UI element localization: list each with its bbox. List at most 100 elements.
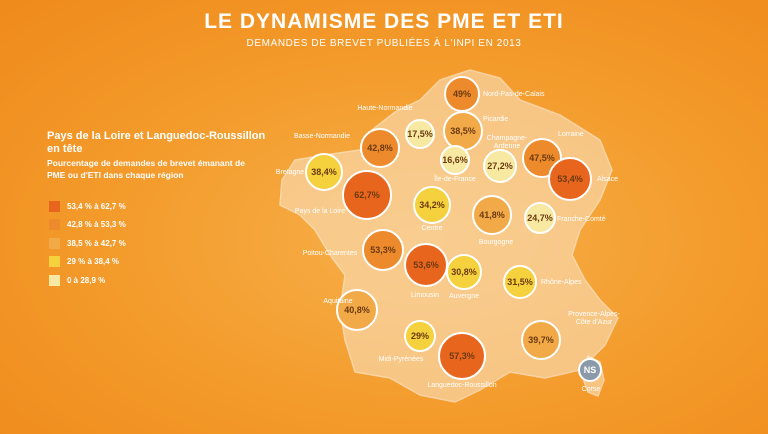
region-bubble xyxy=(305,153,343,191)
region-bubble xyxy=(503,265,537,299)
region-aquitaine: 40,8%Aquitaine xyxy=(323,289,378,331)
region-value: 53,3% xyxy=(370,245,396,255)
region-name: Bourgogne xyxy=(479,239,513,246)
region-value: 47,5% xyxy=(529,153,555,163)
region-name: Centre xyxy=(421,225,442,232)
legend-item: 42,8 % à 53,3 % xyxy=(49,216,126,235)
region-name: Pays de la Loire xyxy=(295,208,345,215)
region-name: Aquitaine xyxy=(323,298,352,305)
region-name: Bretagne xyxy=(276,169,305,176)
legend-description: Pourcentage de demandes de brevet émanan… xyxy=(47,158,245,180)
region-name: Lorraine xyxy=(558,131,584,138)
region-name: Poitou-Charentes xyxy=(303,250,358,257)
region-name: Nord-Pas-de-Calais xyxy=(483,91,545,98)
region-bubble xyxy=(444,76,480,112)
region-poitou-charentes: 53,3% Poitou-Charentes xyxy=(303,229,404,271)
legend-swatch xyxy=(49,237,60,249)
region-bubble xyxy=(413,186,451,224)
region-value: 38,4% xyxy=(311,167,337,177)
region-name: Midi-Pyrénées xyxy=(379,356,424,363)
region-bubble xyxy=(342,170,392,220)
region-name: Franche-Comté xyxy=(557,216,606,223)
region-franche-comte: 24,7% Franche-Comté xyxy=(524,202,606,234)
region-value: 16,6% xyxy=(442,155,468,165)
region-rhone-alpes: 31,5% Rhône-Alpes xyxy=(503,265,582,299)
legend-label: 42,8 % à 53,3 % xyxy=(67,220,126,230)
region-name: Île-de-France xyxy=(433,174,476,183)
region-bubble xyxy=(438,332,486,380)
region-value: 39,7% xyxy=(528,335,554,345)
region-name: Basse-Normandie xyxy=(294,133,350,140)
region-bubble xyxy=(524,202,556,234)
region-value: 57,3% xyxy=(449,351,475,361)
region-name: Rhône-Alpes xyxy=(541,279,582,286)
legend-item: 29 % à 38,4 % xyxy=(49,253,126,272)
region-name: Champagne-Ardenne xyxy=(487,135,528,150)
region-value: 40,8% xyxy=(344,305,370,315)
legend-swatch xyxy=(49,274,60,286)
region-bubble xyxy=(362,229,404,271)
region-auvergne: 30,8% Auvergne xyxy=(446,254,482,300)
region-name: Provence-Alpes-Côte d'Azur xyxy=(568,311,620,326)
region-value: 41,8% xyxy=(479,210,505,220)
region-value: 49% xyxy=(453,89,471,99)
region-bubble xyxy=(483,149,517,183)
region-value: 42,8% xyxy=(367,143,393,153)
region-value: 30,8% xyxy=(451,267,477,277)
legend-label: 0 à 28,9 % xyxy=(67,275,106,285)
region-value: 24,7% xyxy=(527,213,553,223)
region-midi-pyrenees: 29% Midi-Pyrénées xyxy=(379,320,436,363)
region-ile-de-france: 16,6% Île-de-France xyxy=(433,145,476,183)
region-name: Auvergne xyxy=(449,293,479,300)
legend-label: 38,5 % à 42,7 % xyxy=(67,238,126,248)
region-centre: 34,2% Centre xyxy=(413,186,451,232)
region-alsace: 53,4% Alsace xyxy=(548,157,618,201)
region-bubble xyxy=(405,119,435,149)
legend: 53,4 % à 62,7 % 42,8 % à 53,3 % 38,5 % à… xyxy=(49,197,126,290)
region-value: 17,5% xyxy=(407,129,433,139)
region-bubbles: 49% Nord-Pas-de-Calais 17,5% Haute-Normandi… xyxy=(276,76,621,393)
region-value: 31,5% xyxy=(507,277,533,287)
region-provence-alpes-cote-d-azur: 39,7% Provence-Alpes-Côte d'Azur xyxy=(521,311,621,360)
legend-heading: Pays de la Loire et Languedoc-Roussillon… xyxy=(47,130,266,155)
region-basse-normandie: 42,8% Basse-Normandie xyxy=(294,128,400,168)
legend-label: 53,4 % à 62,7 % xyxy=(67,201,126,211)
region-bourgogne: 41,8% Bourgogne xyxy=(472,195,513,246)
region-value: 53,4% xyxy=(557,174,583,184)
region-name: Picardie xyxy=(483,116,508,123)
region-value: 53,6% xyxy=(413,260,439,270)
map-title: LE DYNAMISME DES PME ET ETI xyxy=(204,10,564,33)
region-bubble xyxy=(472,195,512,235)
region-languedoc-roussillon: 57,3% Languedoc-Roussillon xyxy=(427,332,497,389)
legend-swatch xyxy=(49,256,60,268)
region-bubble xyxy=(521,320,561,360)
legend-item: 38,5 % à 42,7 % xyxy=(49,234,126,253)
legend-swatch xyxy=(49,200,60,212)
region-bubble xyxy=(404,243,448,287)
legend-item: 53,4 % à 62,7 % xyxy=(49,197,126,216)
region-value: NS xyxy=(584,365,597,375)
region-bubble xyxy=(336,289,378,331)
region-bretagne: 38,4% Bretagne xyxy=(276,153,343,191)
legend-item: 0 à 28,9 % xyxy=(49,271,126,290)
region-bubble xyxy=(440,145,470,175)
region-value: 27,2% xyxy=(487,161,513,171)
map-subtitle: DEMANDES DE BREVET PUBLIÉES À L'INPI EN … xyxy=(246,38,522,49)
region-bubble xyxy=(360,128,400,168)
region-name: Haute-Normandie xyxy=(357,105,412,112)
region-bubble xyxy=(578,358,602,382)
region-value: 62,7% xyxy=(354,190,380,200)
region-nord-pas-de-calais: 49% Nord-Pas-de-Calais xyxy=(444,76,545,112)
region-bubble xyxy=(404,320,436,352)
region-name: Alsace xyxy=(597,176,618,183)
region-limousin: 53,6% Limousin xyxy=(404,243,448,299)
region-champagne-ardenne: 27,2% Champagne-Ardenne xyxy=(483,135,528,183)
region-value: 29% xyxy=(411,331,429,341)
region-haute-normandie: 17,5% Haute-Normandie xyxy=(357,105,435,149)
region-name: Limousin xyxy=(411,292,439,299)
region-name: Languedoc-Roussillon xyxy=(427,382,496,389)
region-bubble xyxy=(548,157,592,201)
region-pays-de-la-loire: 62,7% Pays de la Loire xyxy=(295,170,392,220)
legend-label: 29 % à 38,4 % xyxy=(67,257,120,267)
region-bubble xyxy=(446,254,482,290)
